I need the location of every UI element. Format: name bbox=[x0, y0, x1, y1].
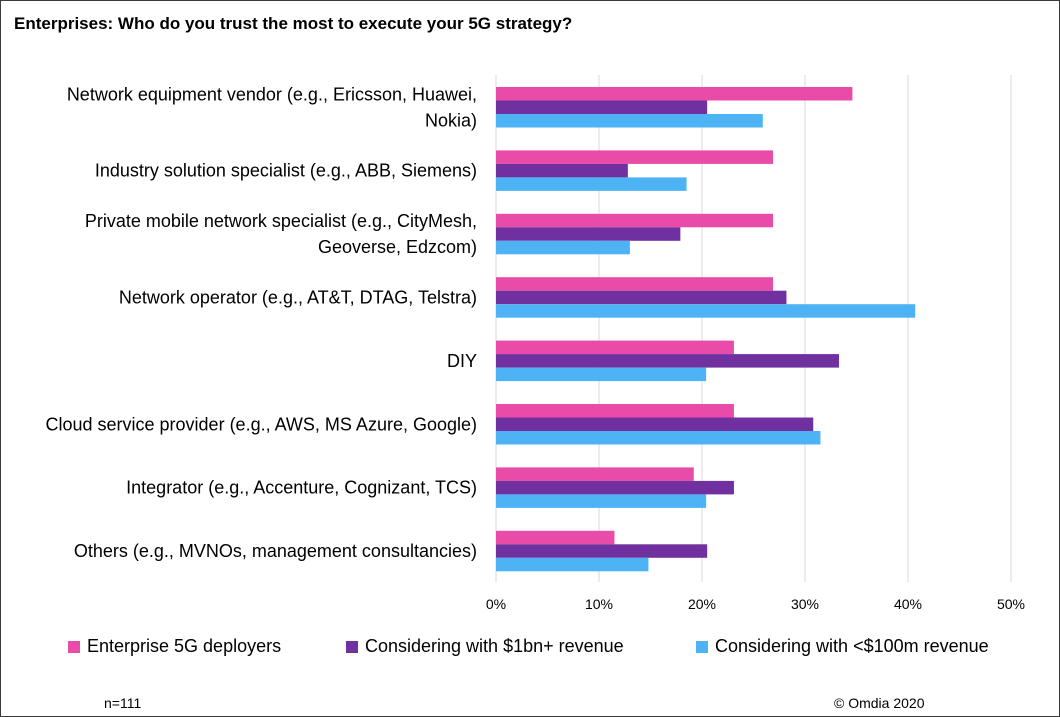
category-label-line: Industry solution specialist (e.g., ABB,… bbox=[95, 161, 477, 181]
bar bbox=[496, 544, 708, 558]
x-tick-label: 50% bbox=[997, 596, 1025, 612]
category-label-line: Nokia) bbox=[425, 110, 477, 130]
x-tick-label: 30% bbox=[791, 596, 819, 612]
category-label-line: Network operator (e.g., AT&T, DTAG, Tels… bbox=[119, 287, 477, 307]
legend-label: Enterprise 5G deployers bbox=[87, 636, 282, 656]
x-tick-label: 10% bbox=[585, 596, 613, 612]
bar bbox=[496, 227, 681, 241]
bar bbox=[496, 87, 853, 101]
bar bbox=[496, 290, 787, 305]
bar bbox=[496, 467, 694, 481]
legend-swatch bbox=[346, 640, 358, 653]
category-label: Cloud service provider (e.g., AWS, MS Az… bbox=[45, 414, 477, 434]
legend-swatch bbox=[68, 640, 80, 653]
category-label: Others (e.g., MVNOs, management consulta… bbox=[74, 541, 477, 561]
category-label: Network equipment vendor (e.g., Ericsson… bbox=[67, 84, 477, 130]
category-label-line: Cloud service provider (e.g., AWS, MS Az… bbox=[45, 414, 477, 434]
category-label-line: Integrator (e.g., Accenture, Cognizant, … bbox=[126, 478, 477, 498]
bar bbox=[496, 304, 916, 318]
bar bbox=[496, 404, 734, 418]
legend-label: Considering with $1bn+ revenue bbox=[365, 636, 624, 656]
bar bbox=[496, 367, 707, 382]
bar bbox=[496, 431, 821, 445]
x-tick-label: 0% bbox=[486, 596, 506, 612]
bar bbox=[496, 240, 630, 255]
category-label: DIY bbox=[447, 351, 477, 371]
bar bbox=[496, 530, 615, 545]
bar bbox=[496, 494, 707, 508]
copyright-note: © Omdia 2020 bbox=[834, 695, 925, 711]
bar bbox=[496, 354, 839, 368]
bar bbox=[496, 277, 774, 291]
legend-label: Considering with <$100m revenue bbox=[715, 636, 989, 656]
legend-item-considering-100m: Considering with <$100m revenue bbox=[696, 636, 989, 657]
category-label: Network operator (e.g., AT&T, DTAG, Tels… bbox=[119, 287, 477, 307]
bar bbox=[496, 417, 814, 431]
category-label-line: Private mobile network specialist (e.g.,… bbox=[85, 211, 477, 231]
category-label-line: Network equipment vendor (e.g., Ericsson… bbox=[67, 84, 477, 104]
legend-item-considering-1bn: Considering with $1bn+ revenue bbox=[346, 636, 624, 657]
bar-chart: Network equipment vendor (e.g., Ericsson… bbox=[45, 75, 1025, 612]
category-label: Integrator (e.g., Accenture, Cognizant, … bbox=[126, 478, 477, 498]
legend-swatch bbox=[696, 640, 708, 653]
category-label-line: DIY bbox=[447, 351, 477, 371]
category-label: Private mobile network specialist (e.g.,… bbox=[85, 211, 477, 257]
bar bbox=[496, 163, 628, 178]
bar bbox=[496, 480, 734, 495]
x-tick-label: 20% bbox=[688, 596, 716, 612]
bar bbox=[496, 557, 649, 572]
sample-size-note: n=111 bbox=[104, 695, 142, 711]
bar bbox=[496, 177, 687, 191]
category-label: Industry solution specialist (e.g., ABB,… bbox=[95, 161, 477, 181]
bar bbox=[496, 213, 774, 228]
bar bbox=[496, 100, 708, 114]
chart-title: Enterprises: Who do you trust the most t… bbox=[14, 14, 573, 33]
bar bbox=[496, 114, 763, 128]
category-label-line: Geoverse, Edzcom) bbox=[318, 237, 477, 257]
bar bbox=[496, 340, 734, 355]
legend-item-enterprise-5g-deployers: Enterprise 5G deployers bbox=[68, 636, 281, 657]
category-label-line: Others (e.g., MVNOs, management consulta… bbox=[74, 541, 477, 561]
bar bbox=[496, 150, 774, 164]
chart-legend: Enterprise 5G deployers Considering with… bbox=[0, 636, 1060, 662]
x-tick-label: 40% bbox=[894, 596, 922, 612]
